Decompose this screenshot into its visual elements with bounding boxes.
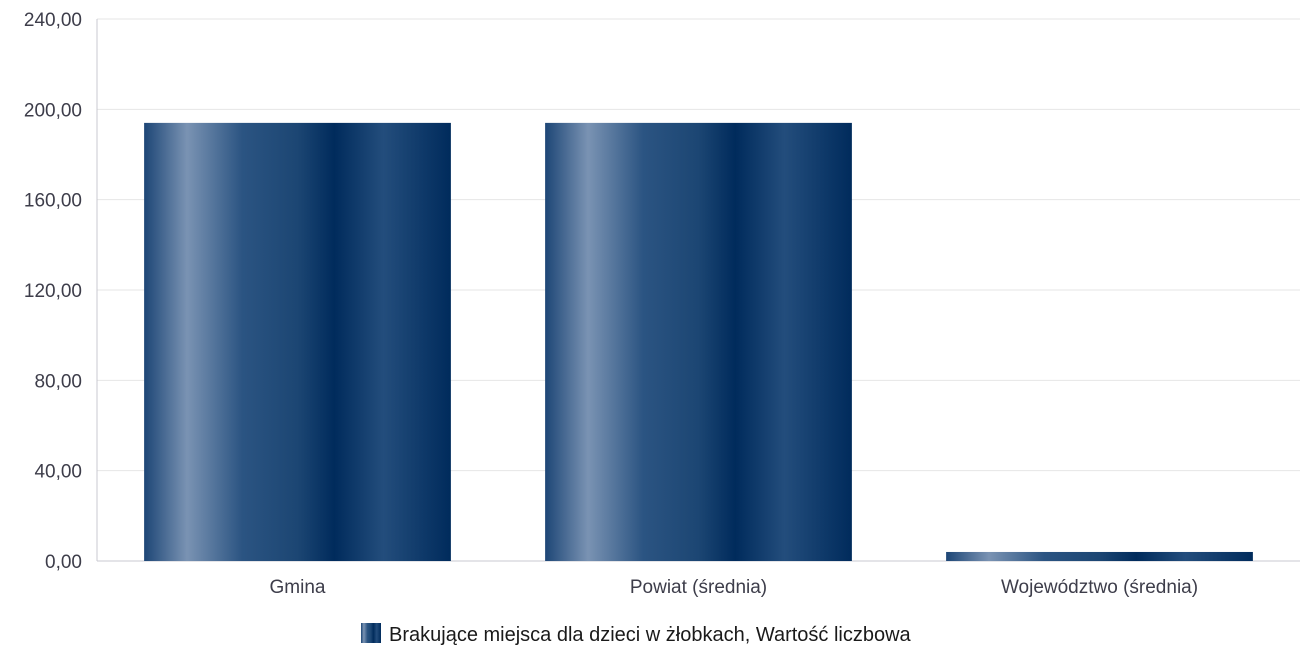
bars <box>144 122 1253 561</box>
legend-swatch <box>361 623 381 643</box>
x-tick-label: Gmina <box>270 577 326 598</box>
y-tick-label: 0,00 <box>45 552 82 573</box>
bar[interactable] <box>545 122 852 561</box>
y-axis-tick-labels: 0,00 40,00 80,00 120,00 160,00 200,00 240,00 <box>24 10 82 573</box>
x-axis-tick-labels: Gmina Powiat (średnia) Województwo (średni… <box>270 577 1199 598</box>
x-tick-label: Województwo (średnia) <box>1001 577 1198 598</box>
y-tick-label: 80,00 <box>34 371 82 392</box>
y-tick-label: 200,00 <box>24 100 82 121</box>
bar[interactable] <box>144 122 451 561</box>
y-tick-label: 240,00 <box>24 10 82 31</box>
x-tick-label: Powiat (średnia) <box>630 577 767 598</box>
y-tick-label: 160,00 <box>24 191 82 212</box>
y-tick-label: 40,00 <box>34 462 82 483</box>
legend[interactable]: Brakujące miejsca dla dzieci w żłobkach,… <box>361 623 912 646</box>
legend-label: Brakujące miejsca dla dzieci w żłobkach,… <box>389 624 912 646</box>
bar[interactable] <box>946 551 1253 561</box>
y-tick-label: 120,00 <box>24 281 82 302</box>
